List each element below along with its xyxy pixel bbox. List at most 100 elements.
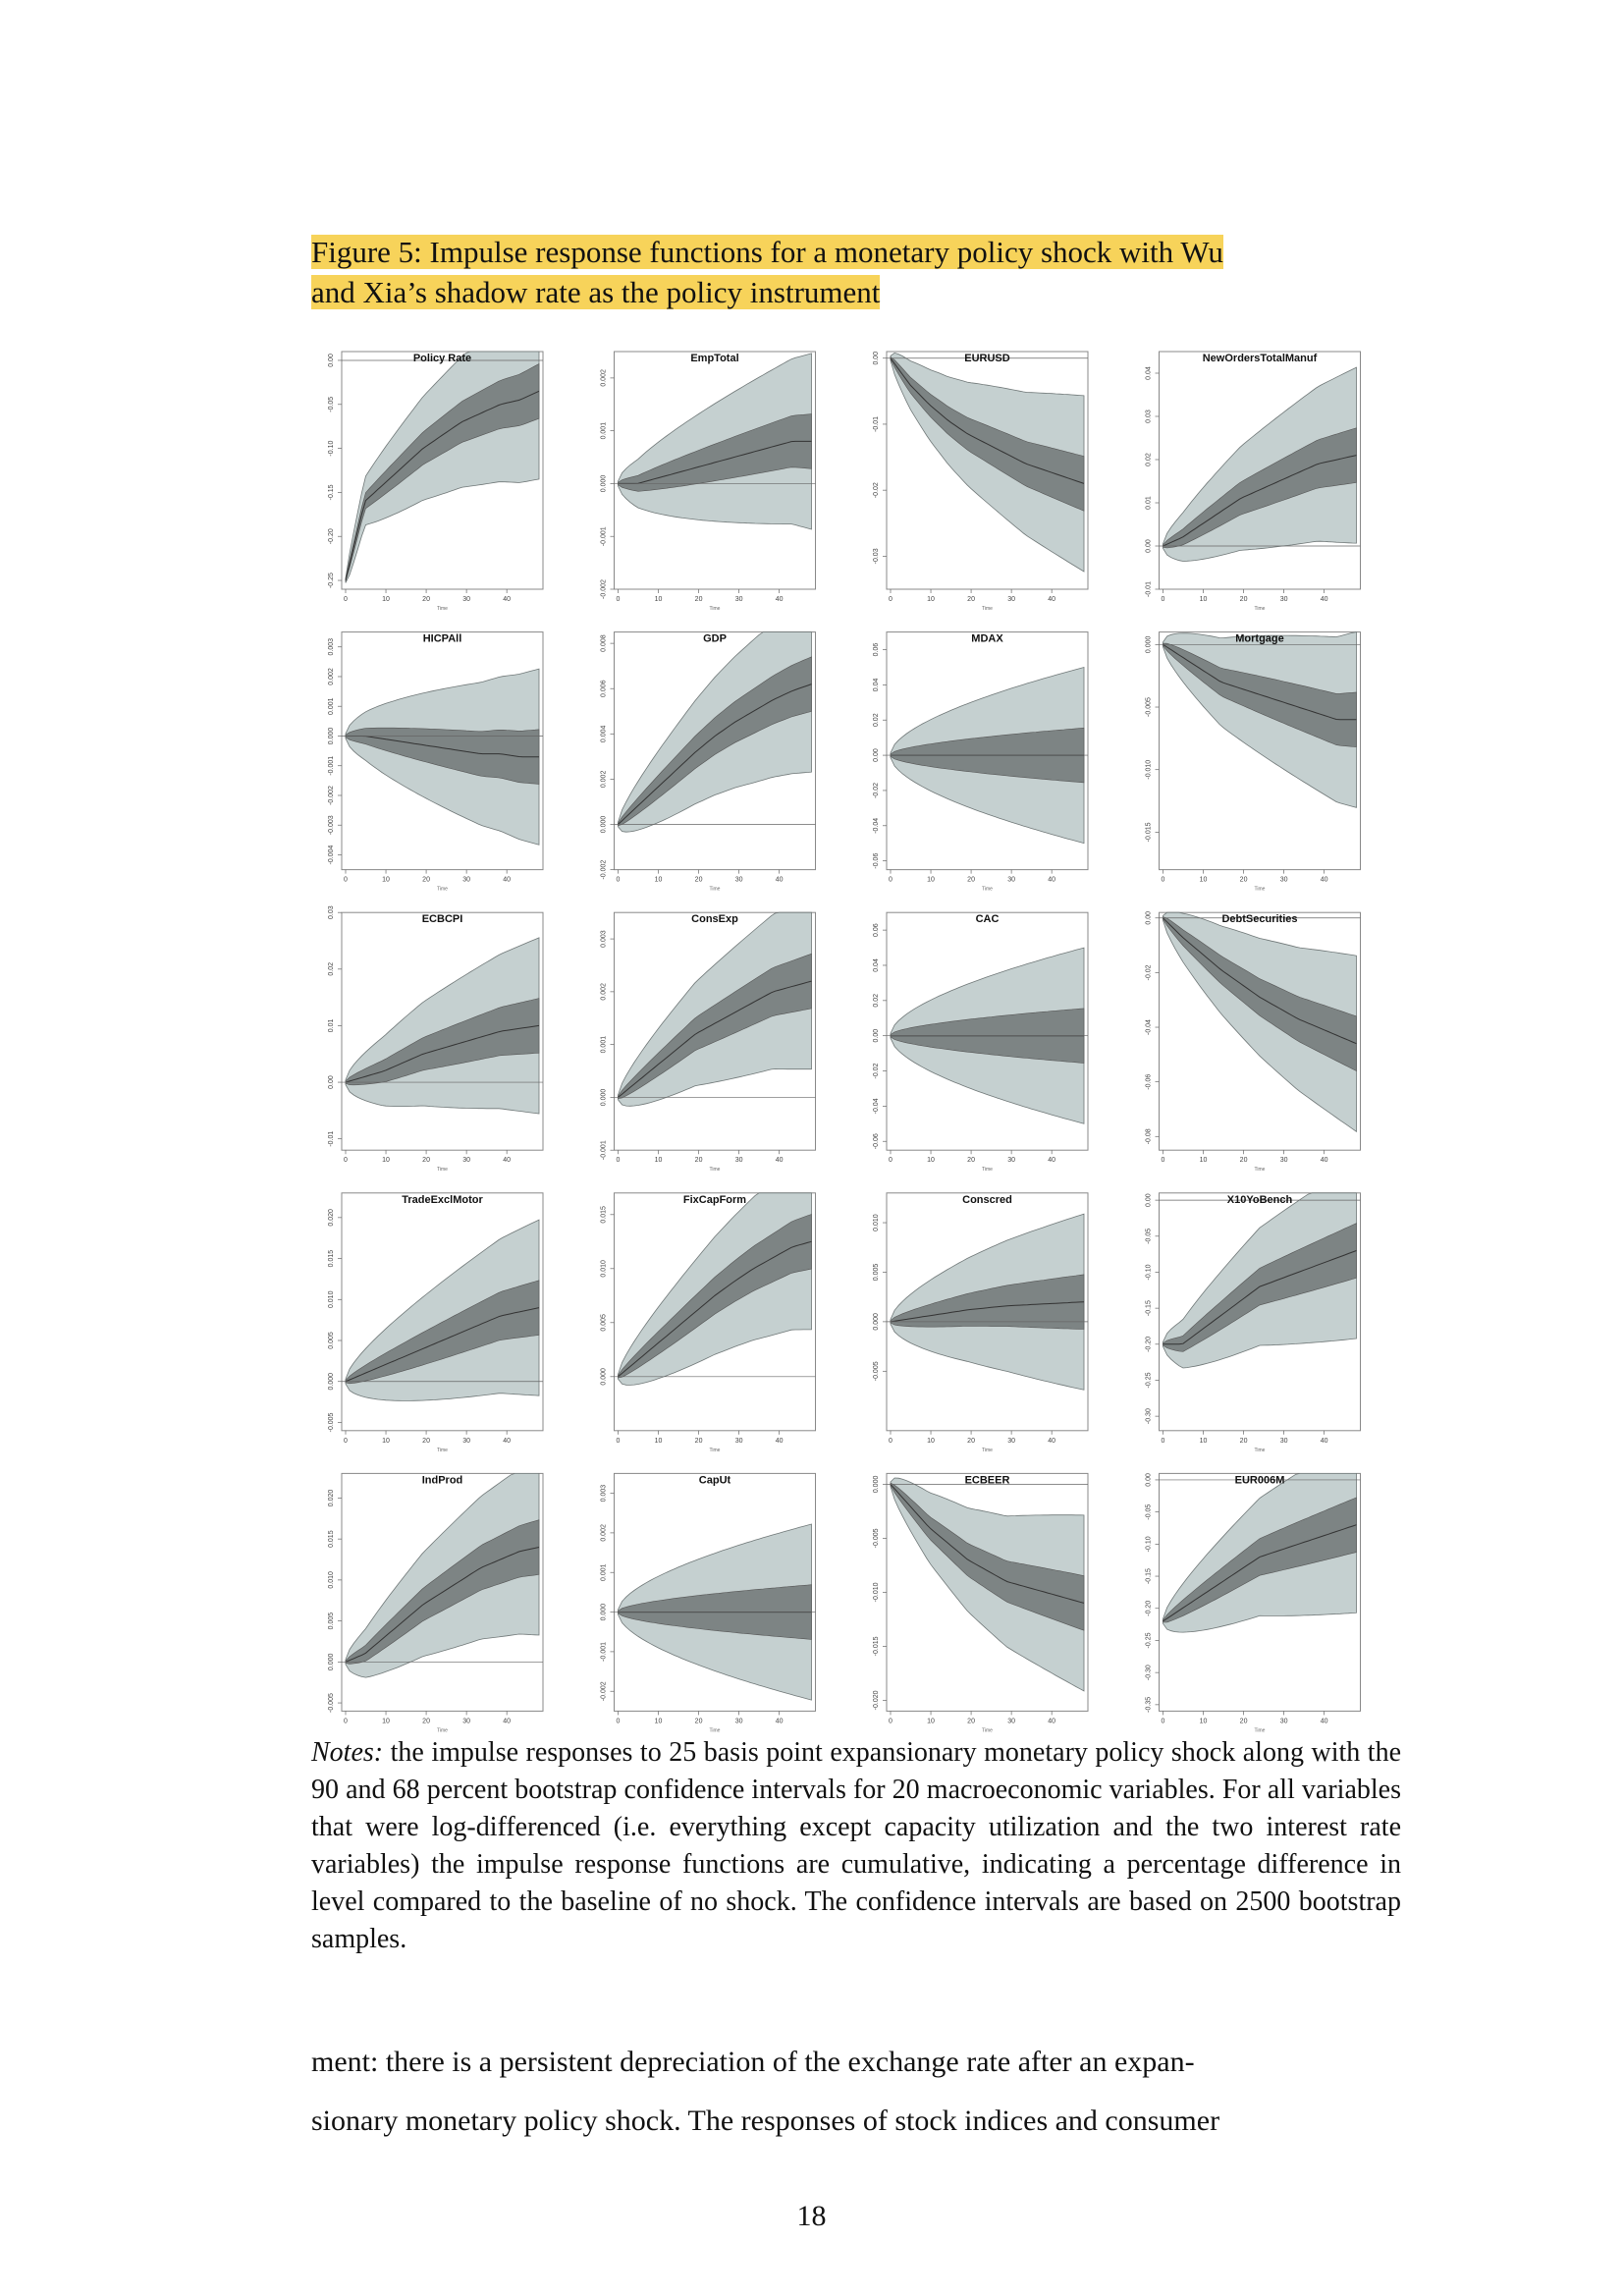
y-tick-label: -0.25: [328, 573, 335, 588]
y-tick-label: -0.15: [1146, 1568, 1153, 1584]
x-axis-label: Time: [710, 1448, 721, 1453]
y-tick-label: 0.000: [601, 816, 608, 834]
x-tick-label: 20: [695, 1718, 703, 1724]
x-axis-label: Time: [982, 1727, 993, 1733]
x-tick-label: 10: [382, 877, 390, 884]
y-tick-label: -0.015: [1146, 822, 1153, 842]
y-tick-label: 0.01: [328, 1019, 335, 1033]
x-tick-label: 10: [655, 1438, 663, 1445]
caption-line-1: Figure 5: Impulse response functions for…: [311, 235, 1223, 269]
x-axis-label: Time: [1255, 1448, 1266, 1453]
y-tick-label: -0.010: [1146, 760, 1153, 780]
y-tick-label: -0.010: [873, 1582, 880, 1602]
panel-title: Conscred: [962, 1194, 1012, 1206]
x-tick-label: 0: [344, 596, 348, 603]
x-tick-label: 10: [1200, 1438, 1208, 1445]
y-tick-label: -0.25: [1146, 1632, 1153, 1648]
x-tick-label: 40: [503, 1438, 511, 1445]
y-tick-label: 0.01: [1146, 496, 1153, 510]
y-tick-label: 0.00: [328, 1075, 335, 1089]
ci-68-band: [1163, 1497, 1357, 1623]
y-tick-label: -0.005: [328, 1693, 335, 1713]
x-tick-label: 20: [422, 596, 430, 603]
y-tick-label: -0.06: [873, 1133, 880, 1149]
median-response-line: [890, 357, 1085, 484]
x-tick-label: 0: [1162, 1438, 1165, 1445]
x-tick-label: 40: [1321, 877, 1328, 884]
y-tick-label: 0.000: [328, 728, 335, 745]
x-tick-label: 0: [617, 596, 621, 603]
panel-title: X10YoBench: [1227, 1194, 1293, 1206]
panel-title: EUR006M: [1235, 1474, 1285, 1486]
y-tick-label: 0.008: [601, 634, 608, 652]
y-tick-label: 0.015: [601, 1206, 608, 1224]
x-tick-label: 0: [1162, 1157, 1165, 1164]
y-tick-label: -0.15: [1146, 1300, 1153, 1316]
y-tick-label: -0.004: [328, 845, 335, 864]
x-tick-label: 30: [1007, 596, 1015, 603]
x-tick-label: 10: [655, 877, 663, 884]
x-tick-label: 40: [776, 1438, 784, 1445]
x-tick-label: 0: [617, 1438, 621, 1445]
x-tick-label: 20: [1240, 877, 1248, 884]
y-tick-label: -0.20: [1146, 1601, 1153, 1616]
x-tick-label: 40: [1048, 596, 1055, 603]
ci-68-band: [618, 413, 812, 492]
y-tick-label: 0.003: [328, 638, 335, 656]
irf-panel-policy rate: Policy Rate -0.25 -0.20 -0.15 -0.10 -0.05 0.00…: [328, 351, 544, 612]
irf-panel-eur006m: EUR006M -0.35 -0.30 -0.25 -0.20 -0.15 -0.10 -0.…: [1146, 1472, 1361, 1733]
y-tick-label: -0.15: [328, 484, 335, 500]
x-tick-label: 20: [967, 1718, 975, 1724]
panel-title: Policy Rate: [413, 353, 471, 364]
notes-label: Notes:: [311, 1737, 384, 1768]
median-response-line: [1163, 455, 1357, 547]
median-response-line: [1163, 1250, 1357, 1345]
panel-title: FixCapForm: [683, 1194, 746, 1206]
irf-panel-mdax: MDAX -0.06 -0.04 -0.02 0.00 0.02 0.04 0.06 0 10 20…: [873, 631, 1089, 893]
x-tick-label: 20: [1240, 1157, 1248, 1164]
irf-panel-consexp: ConsExp -0.001 0.000 0.001 0.002 0.003 0 10 20 30…: [601, 911, 816, 1173]
y-tick-label: -0.25: [1146, 1372, 1153, 1388]
median-response-line: [345, 1024, 540, 1083]
x-tick-label: 40: [503, 877, 511, 884]
y-tick-label: 0.03: [328, 905, 335, 919]
ci-68-band: [345, 1280, 540, 1385]
y-tick-label: 0.001: [601, 1036, 608, 1054]
irf-panel-ecbcpi: ECBCPI -0.01 0.00 0.01 0.02 0.03 0 10 20 30 40 Time: [328, 905, 544, 1173]
x-tick-label: 40: [1321, 596, 1328, 603]
figure-caption: Figure 5: Impulse response functions for…: [311, 232, 1401, 312]
panel-title: DebtSecurities: [1221, 913, 1297, 925]
x-axis-label: Time: [982, 887, 993, 893]
y-tick-label: 0.000: [601, 1604, 608, 1621]
y-tick-label: -0.06: [1146, 1074, 1153, 1090]
x-tick-label: 20: [695, 1438, 703, 1445]
y-tick-label: 0.001: [601, 1563, 608, 1581]
x-tick-label: 40: [503, 1157, 511, 1164]
y-tick-label: -0.005: [873, 1528, 880, 1548]
panel-title: HICPAll: [423, 633, 462, 645]
x-tick-label: 20: [967, 1438, 975, 1445]
x-tick-label: 30: [1007, 1438, 1015, 1445]
x-tick-label: 40: [1048, 1438, 1055, 1445]
y-tick-label: 0.02: [328, 962, 335, 976]
x-tick-label: 20: [967, 877, 975, 884]
y-tick-label: -0.02: [1146, 964, 1153, 980]
x-axis-label: Time: [437, 887, 448, 893]
x-tick-label: 0: [1162, 1718, 1165, 1724]
y-tick-label: 0.03: [1146, 410, 1153, 423]
x-tick-label: 30: [735, 1718, 743, 1724]
y-tick-label: -0.35: [1146, 1697, 1153, 1713]
y-tick-label: 0.001: [328, 697, 335, 715]
x-axis-label: Time: [437, 606, 448, 612]
y-tick-label: -0.01: [328, 1131, 335, 1147]
x-tick-label: 10: [1200, 1718, 1208, 1724]
y-tick-label: 0.020: [328, 1209, 335, 1227]
y-tick-label: 0.002: [601, 369, 608, 387]
y-tick-label: -0.002: [601, 579, 608, 599]
x-tick-label: 20: [695, 596, 703, 603]
irf-panel-indprod: IndProd -0.005 0.000 0.005 0.010 0.015 0.020 0 1…: [328, 1472, 544, 1733]
y-tick-label: -0.002: [328, 786, 335, 805]
y-tick-label: -0.001: [601, 1642, 608, 1662]
x-tick-label: 20: [1240, 596, 1248, 603]
y-tick-label: -0.20: [1146, 1337, 1153, 1352]
